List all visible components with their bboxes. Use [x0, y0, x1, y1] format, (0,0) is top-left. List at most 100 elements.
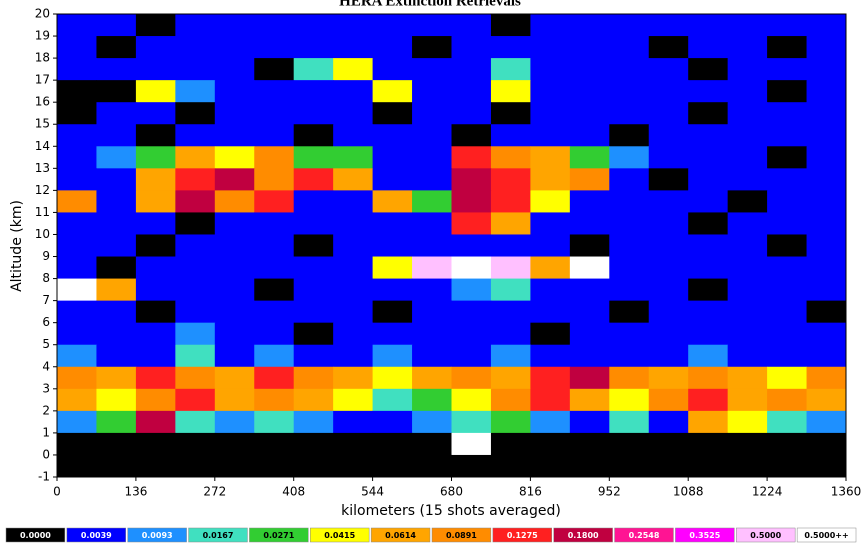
- y-tick-label: 1: [42, 425, 50, 439]
- cell: [727, 58, 768, 81]
- cell: [451, 366, 492, 390]
- cell: [806, 124, 847, 147]
- cell: [57, 102, 97, 125]
- cell: [254, 190, 295, 213]
- cell: [333, 300, 374, 324]
- cell: [727, 388, 768, 412]
- cell: [333, 278, 374, 302]
- cell: [57, 322, 97, 346]
- legend-swatch: [310, 527, 370, 543]
- cell: [135, 432, 176, 456]
- cell: [609, 432, 650, 456]
- y-tick-label: 17: [35, 73, 50, 87]
- cell: [451, 80, 492, 103]
- cell: [333, 58, 374, 81]
- cell: [648, 388, 689, 412]
- cell: [372, 410, 413, 434]
- legend-label: 0.5000: [750, 531, 781, 540]
- x-tick-label: 136: [124, 485, 147, 499]
- cell: [293, 410, 334, 434]
- cell: [530, 80, 571, 103]
- cell: [806, 278, 847, 302]
- cell: [648, 366, 689, 390]
- cell: [254, 432, 295, 456]
- cell: [648, 168, 689, 191]
- cell: [175, 168, 216, 191]
- cell: [135, 190, 176, 213]
- cell: [530, 344, 571, 368]
- y-tick-label: 9: [42, 249, 50, 263]
- cell: [372, 124, 413, 147]
- cell: [57, 366, 97, 390]
- cell: [609, 36, 650, 59]
- cell: [254, 366, 295, 390]
- cell: [767, 300, 808, 324]
- cell: [412, 124, 452, 147]
- cell: [490, 102, 531, 125]
- legend-label: 0.1275: [507, 531, 538, 540]
- cell: [609, 256, 650, 280]
- cell: [293, 124, 334, 147]
- cell: [372, 344, 413, 368]
- cell: [96, 36, 137, 59]
- cell: [175, 80, 216, 103]
- cell: [214, 454, 255, 478]
- cell: [412, 190, 452, 213]
- cell: [412, 234, 452, 258]
- cell: [451, 234, 492, 258]
- cell: [214, 190, 255, 213]
- cell: [648, 124, 689, 147]
- y-tick-label: 13: [35, 161, 50, 175]
- cell: [806, 344, 847, 368]
- cell: [569, 58, 610, 81]
- cell: [412, 168, 452, 191]
- y-axis-label: Altitude (km): [9, 200, 25, 292]
- cell: [214, 278, 255, 302]
- cell: [135, 36, 176, 59]
- cell: [530, 36, 571, 59]
- cell: [688, 212, 729, 235]
- legend-label: 0.0891: [446, 531, 477, 540]
- cell: [293, 278, 334, 302]
- cell: [569, 146, 610, 169]
- cell: [530, 256, 571, 280]
- cell: [96, 212, 137, 235]
- cell: [609, 168, 650, 191]
- cell: [530, 300, 571, 324]
- cell: [727, 124, 768, 147]
- cell: [412, 58, 452, 81]
- cell: [609, 322, 650, 346]
- cell: [412, 410, 452, 434]
- cell: [688, 234, 729, 258]
- cell: [96, 454, 137, 478]
- cell: [96, 58, 137, 81]
- cell: [490, 124, 531, 147]
- cell: [648, 212, 689, 235]
- cell: [175, 432, 216, 456]
- cell: [530, 168, 571, 191]
- x-tick-label: 816: [519, 485, 542, 499]
- y-tick-label: 5: [42, 337, 50, 351]
- cell: [727, 344, 768, 368]
- cell: [293, 300, 334, 324]
- cell: [412, 366, 452, 390]
- cell: [135, 454, 176, 478]
- cell: [451, 190, 492, 213]
- cell: [727, 80, 768, 103]
- legend-swatch: [796, 527, 857, 543]
- cell: [648, 102, 689, 125]
- legend-label: 0.5000++: [804, 531, 848, 540]
- cell: [530, 322, 571, 346]
- cell: [96, 278, 137, 302]
- cell: [490, 212, 531, 235]
- cell: [569, 410, 610, 434]
- cell: [96, 190, 137, 213]
- cell: [806, 234, 847, 258]
- cell: [96, 300, 137, 324]
- cell: [135, 344, 176, 368]
- cell: [490, 36, 531, 59]
- cell: [727, 410, 768, 434]
- cell: [490, 454, 531, 478]
- x-tick-label: 680: [440, 485, 463, 499]
- cell: [96, 234, 137, 258]
